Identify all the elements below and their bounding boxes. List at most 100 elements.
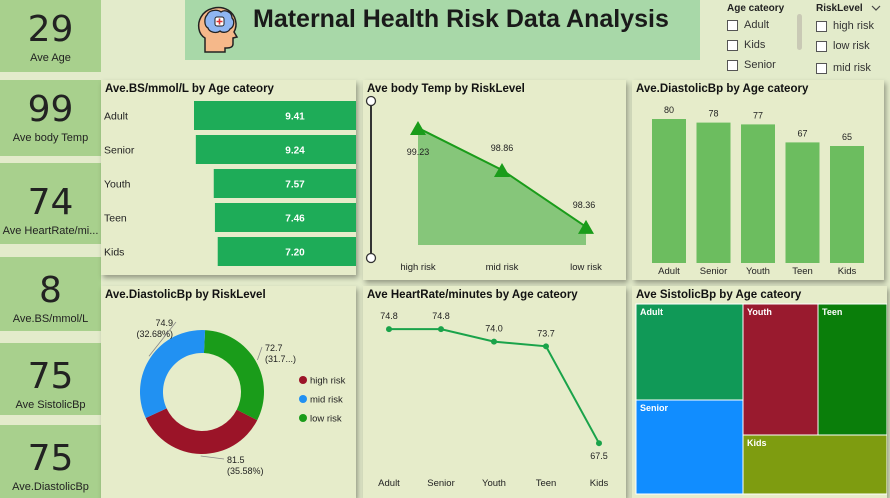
chart-title: Ave.DiastolicBp by RiskLevel bbox=[105, 289, 266, 301]
checkbox[interactable] bbox=[727, 59, 738, 71]
tile-label: Teen bbox=[822, 307, 842, 317]
slicer-scrollbar[interactable] bbox=[797, 14, 802, 50]
legend-label: mid risk bbox=[310, 395, 343, 406]
data-label: 74.0 bbox=[485, 324, 503, 334]
data-point bbox=[596, 440, 602, 447]
page-title: Maternal Health Risk Data Analysis bbox=[253, 5, 669, 33]
data-label: 72.7 bbox=[265, 343, 283, 353]
category-label: Adult bbox=[378, 478, 400, 489]
category-label: Teen bbox=[792, 266, 813, 277]
category-label: Teen bbox=[104, 213, 127, 225]
slider-handle bbox=[365, 95, 377, 107]
category-label: Youth bbox=[104, 179, 131, 191]
slicer-title: Age cateory bbox=[727, 3, 785, 14]
kpi-label: Ave body Temp bbox=[12, 132, 89, 144]
checkbox[interactable] bbox=[816, 20, 827, 32]
legend-marker bbox=[299, 376, 307, 384]
checkbox[interactable] bbox=[727, 19, 738, 31]
bar bbox=[696, 122, 731, 263]
slicer-option-senior[interactable]: Senior bbox=[727, 59, 776, 71]
data-label: 77 bbox=[753, 110, 763, 120]
kpi-ave-sistolicbp: 75 Ave SistolicBp bbox=[0, 343, 101, 415]
chart-sistolic-by-age: Ave SistolicBp by Age cateory Adult Senio… bbox=[632, 286, 887, 498]
checkbox[interactable] bbox=[816, 40, 827, 52]
data-point bbox=[386, 326, 392, 333]
chart-temp-by-risk: Ave body Temp by RiskLevel 99.23 high ris… bbox=[363, 80, 626, 280]
kpi-value: 99 bbox=[27, 89, 74, 130]
data-label: 7.57 bbox=[285, 180, 305, 191]
chart-svg: 74.9(32.68%) 72.7(31.7...) 81.5(35.58%) hig… bbox=[136, 318, 346, 476]
data-label: 65 bbox=[842, 132, 852, 142]
slicer-option-kids[interactable]: Kids bbox=[727, 39, 765, 51]
chart-title: Ave.DiastolicBp by Age cateory bbox=[636, 83, 809, 95]
data-label: 9.24 bbox=[285, 146, 305, 157]
checkbox[interactable] bbox=[727, 39, 738, 51]
chart-svg: 74.8 Adult 74.8 Senior 74.0 Youth 73.7 Teen 67.5… bbox=[378, 311, 608, 489]
slicer-option-high-risk[interactable]: high risk bbox=[816, 20, 874, 32]
legend-label: high risk bbox=[310, 376, 346, 387]
bar bbox=[741, 124, 775, 264]
kpi-label: Ave Age bbox=[30, 52, 71, 64]
category-label: Youth bbox=[746, 266, 770, 277]
leader-line bbox=[148, 321, 177, 357]
bar bbox=[194, 101, 356, 130]
kpi-ave-bs: 8 Ave.BS/mmol/L bbox=[0, 257, 101, 331]
category-label: high risk bbox=[400, 262, 436, 273]
data-label: 81.5 bbox=[227, 455, 245, 465]
kpi-ave-diastolicbp: 75 Ave.DiastolicBp bbox=[0, 425, 101, 498]
legend-marker bbox=[299, 414, 307, 422]
chart-title: Ave SistolicBp by Age cateory bbox=[636, 289, 802, 301]
category-label: Youth bbox=[482, 478, 506, 489]
kpi-ave-age: 29 Ave Age bbox=[0, 0, 101, 72]
tile-label: Senior bbox=[640, 403, 669, 413]
category-label: Senior bbox=[700, 266, 727, 277]
option-label: low risk bbox=[833, 40, 870, 52]
data-label: 98.36 bbox=[573, 200, 596, 210]
slicer-option-low-risk[interactable]: low risk bbox=[816, 40, 870, 52]
checkbox[interactable] bbox=[816, 62, 827, 74]
legend-marker bbox=[299, 395, 307, 403]
data-point bbox=[494, 163, 510, 177]
bar bbox=[785, 142, 820, 263]
treemap-tile bbox=[817, 303, 887, 436]
category-label: Adult bbox=[104, 111, 128, 123]
data-label: 67.5 bbox=[590, 451, 608, 461]
treemap-tile bbox=[635, 399, 744, 495]
bar bbox=[217, 237, 356, 266]
chart-title: Ave HeartRate/minutes by Age cateory bbox=[367, 289, 578, 301]
data-label-pct: (31.7...) bbox=[265, 354, 296, 364]
category-label: low risk bbox=[570, 262, 602, 273]
data-label: 73.7 bbox=[537, 328, 555, 338]
kpi-value: 29 bbox=[27, 9, 74, 50]
chart-title: Ave.BS/mmol/L by Age cateory bbox=[105, 83, 274, 95]
option-label: mid risk bbox=[833, 62, 871, 74]
category-label: Senior bbox=[104, 145, 135, 157]
data-point bbox=[578, 219, 594, 234]
data-point bbox=[438, 326, 444, 333]
tile-label: Youth bbox=[747, 307, 772, 317]
category-label: Kids bbox=[104, 247, 124, 259]
slicer-title: RiskLevel bbox=[816, 3, 863, 14]
kpi-value: 75 bbox=[27, 356, 74, 397]
data-label: 7.46 bbox=[285, 214, 305, 225]
bar bbox=[830, 146, 864, 263]
kpi-ave-heartrate: 74 Ave HeartRate/mi... bbox=[0, 163, 101, 244]
chevron-down-icon[interactable] bbox=[871, 4, 881, 12]
kpi-label: Ave HeartRate/mi... bbox=[2, 225, 99, 237]
option-label: Senior bbox=[744, 59, 776, 71]
kpi-label: Ave SistolicBp bbox=[15, 399, 86, 411]
slicer-option-mid-risk[interactable]: mid risk bbox=[816, 62, 871, 74]
option-label: high risk bbox=[833, 20, 874, 32]
slicer-option-adult[interactable]: Adult bbox=[727, 19, 769, 31]
donut-slice bbox=[203, 330, 264, 421]
chart-svg: Adult Senior Youth Teen Kids bbox=[635, 303, 887, 495]
data-label-pct: (35.58%) bbox=[227, 466, 264, 476]
chart-svg: 99.23 high risk 98.86 mid risk 98.36 low risk bbox=[365, 95, 602, 273]
chart-heartrate-by-age: Ave HeartRate/minutes by Age cateory 74.… bbox=[363, 286, 626, 498]
chart-svg: 80 Adult 78 Senior 77 Youth 67 Teen 65 Kids bbox=[652, 105, 864, 277]
category-label: Kids bbox=[838, 266, 857, 277]
data-label-pct: (32.68%) bbox=[136, 329, 173, 339]
chart-title: Ave body Temp by RiskLevel bbox=[367, 83, 525, 95]
leader-line bbox=[257, 346, 263, 361]
treemap-tile bbox=[742, 303, 819, 436]
